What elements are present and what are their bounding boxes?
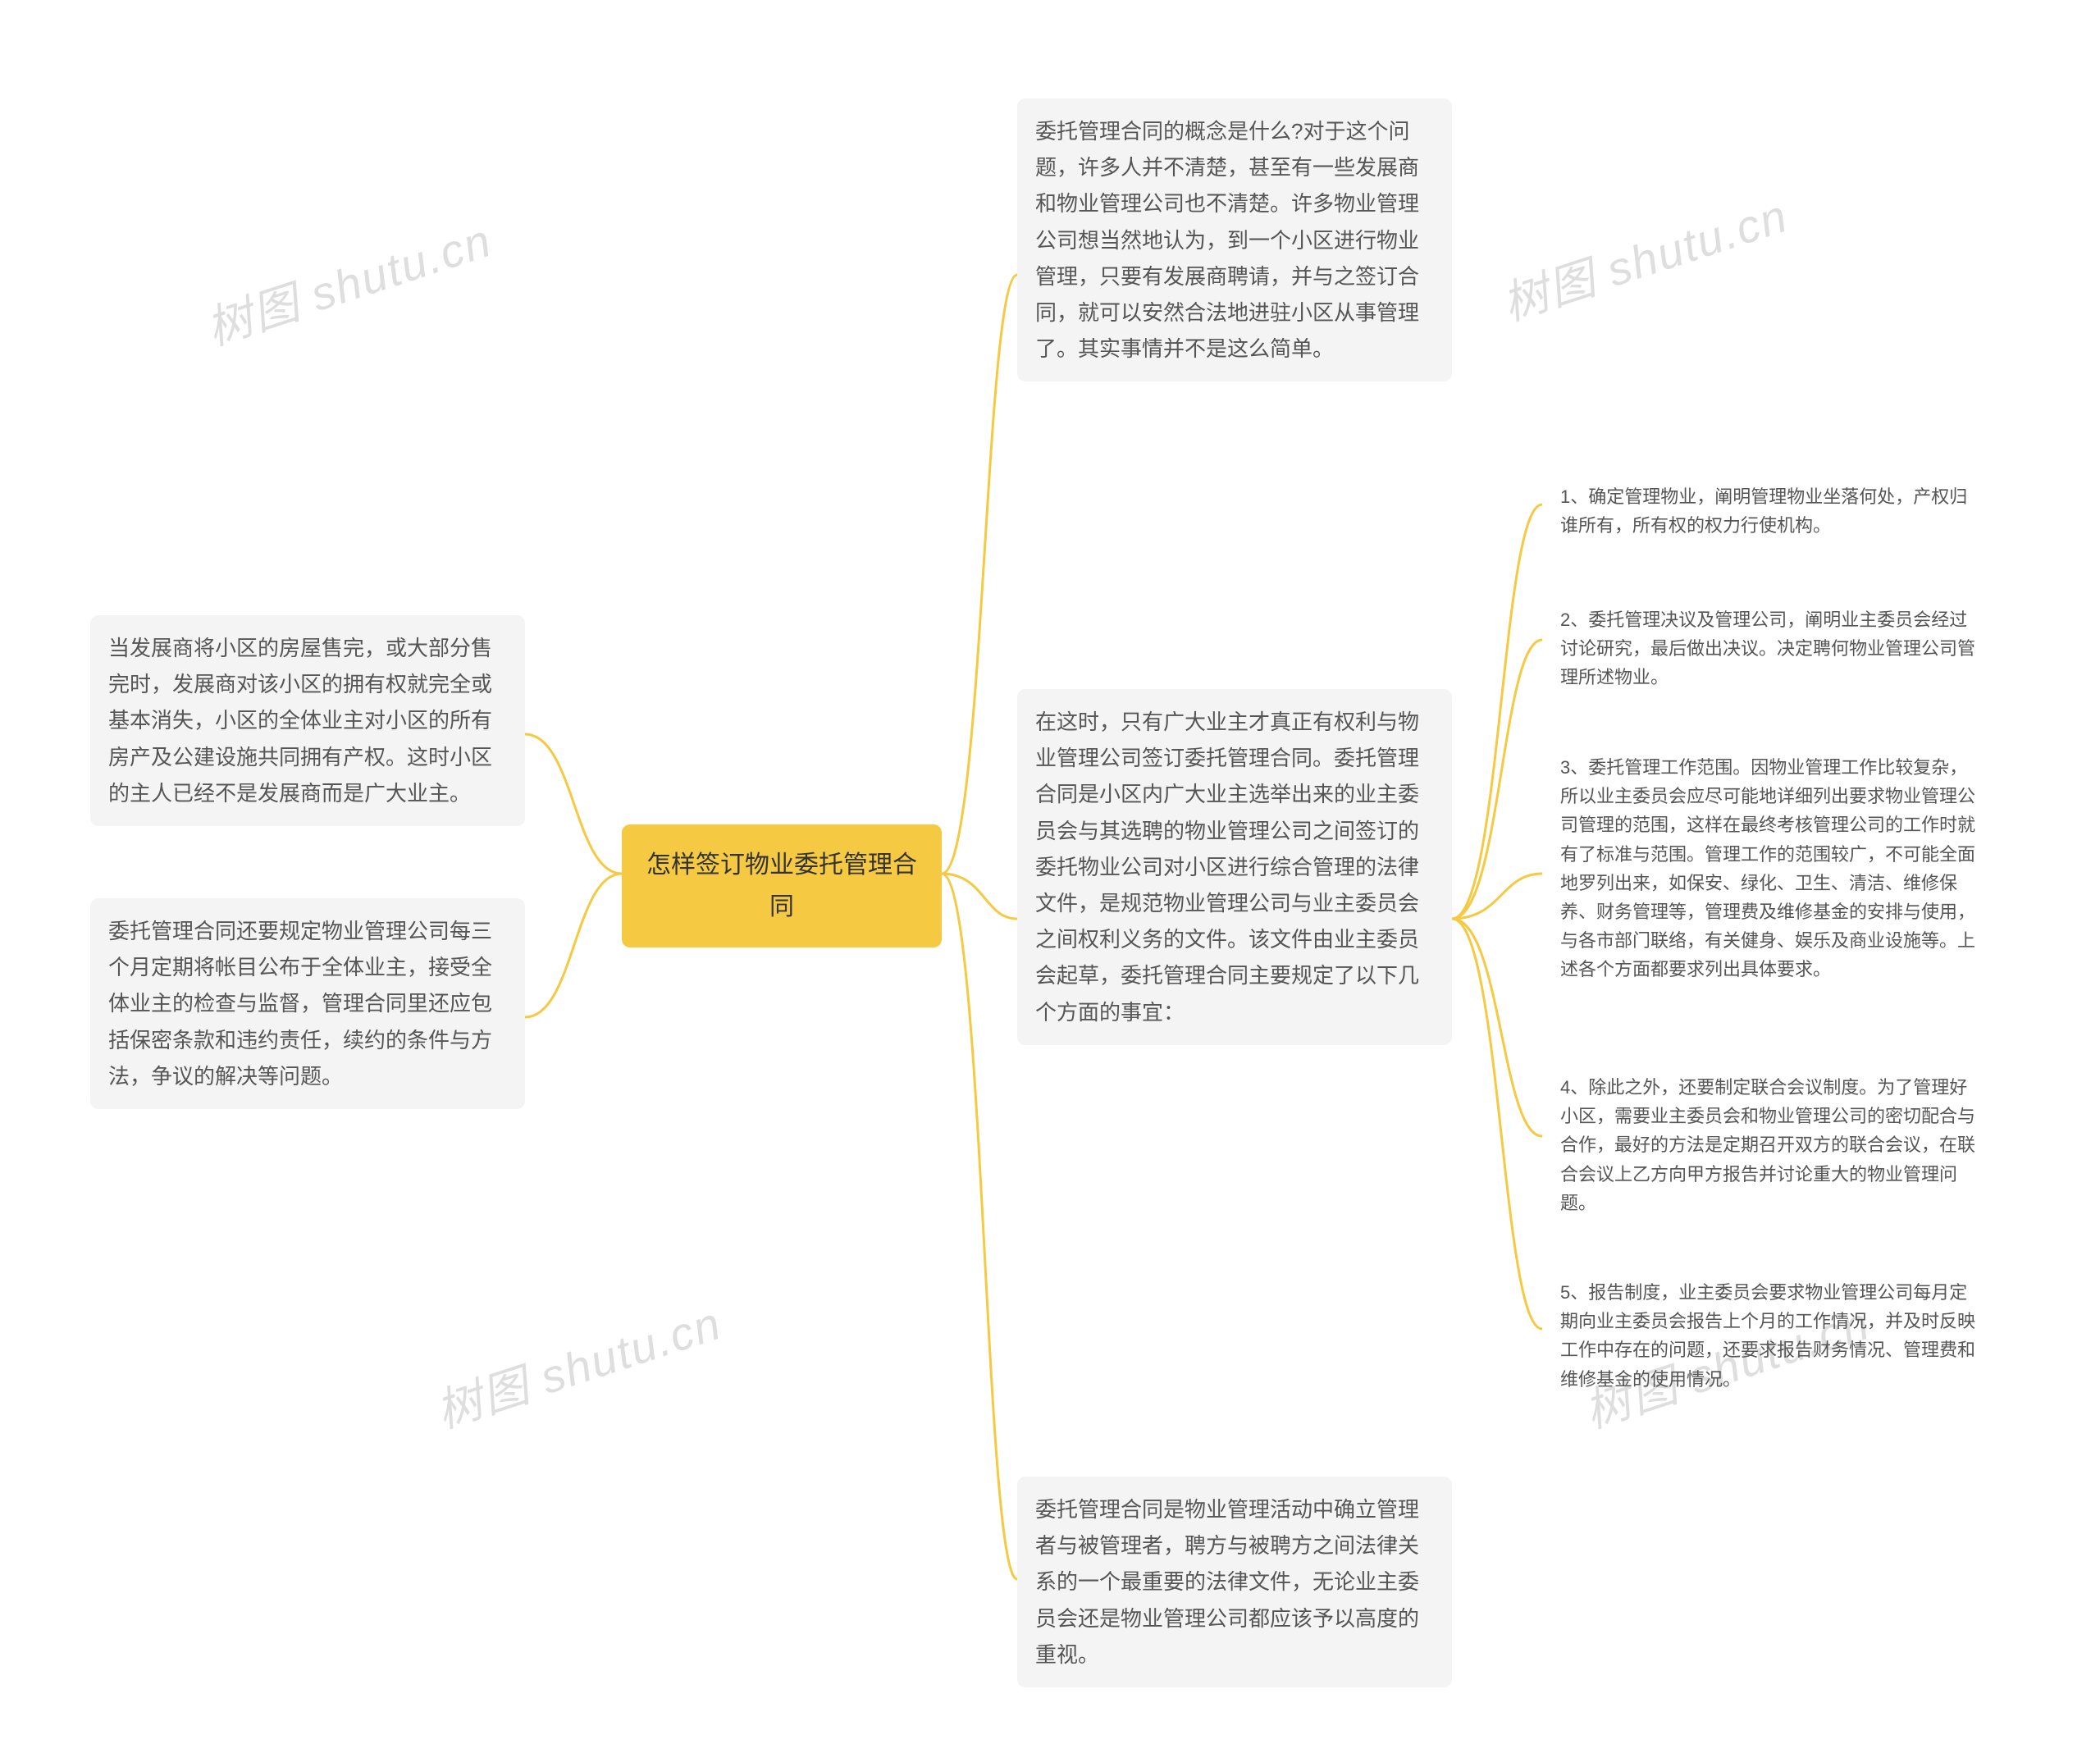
- leaf-text: 4、除此之外，还要制定联合会议制度。为了管理好小区，需要业主委员会和物业管理公司…: [1560, 1077, 1975, 1213]
- branch-text: 委托管理合同的概念是什么?对于这个问题，许多人并不清楚，甚至有一些发展商和物业管…: [1035, 119, 1419, 361]
- leaf-text: 5、报告制度，业主委员会要求物业管理公司每月定期向业主委员会报告上个月的工作情况…: [1560, 1282, 1975, 1390]
- branch-text: 在这时，只有广大业主才真正有权利与物业管理公司签订委托管理合同。委托管理合同是小…: [1035, 710, 1419, 1025]
- branch-text: 当发展商将小区的房屋售完，或大部分售完时，发展商对该小区的拥有权就完全或基本消失…: [108, 636, 492, 806]
- branch-text: 委托管理合同是物业管理活动中确立管理者与被管理者，聘方与被聘方之间法律关系的一个…: [1035, 1497, 1419, 1667]
- branch-left-1[interactable]: 当发展商将小区的房屋售完，或大部分售完时，发展商对该小区的拥有权就完全或基本消失…: [90, 615, 525, 826]
- branch-right-2[interactable]: 在这时，只有广大业主才真正有权利与物业管理公司签订委托管理合同。委托管理合同是小…: [1017, 689, 1452, 1045]
- leaf-r2-5[interactable]: 5、报告制度，业主委员会要求物业管理公司每月定期向业主委员会报告上个月的工作情况…: [1542, 1263, 2002, 1408]
- branch-text: 委托管理合同还要规定物业管理公司每三个月定期将帐目公布于全体业主，接受全体业主的…: [108, 919, 492, 1089]
- leaf-text: 1、确定管理物业，阐明管理物业坐落何处，产权归谁所有，所有权的权力行使机构。: [1560, 486, 1967, 536]
- leaf-r2-4[interactable]: 4、除此之外，还要制定联合会议制度。为了管理好小区，需要业主委员会和物业管理公司…: [1542, 1058, 2002, 1232]
- watermark: 树图 shutu.cn: [1493, 179, 1796, 334]
- leaf-r2-3[interactable]: 3、委托管理工作范围。因物业管理工作比较复杂，所以业主委员会应尽可能地详细列出要…: [1542, 738, 2002, 999]
- watermark: 树图 shutu.cn: [427, 1286, 729, 1441]
- mindmap-root[interactable]: 怎样签订物业委托管理合同: [622, 824, 942, 947]
- branch-right-1[interactable]: 委托管理合同的概念是什么?对于这个问题，许多人并不清楚，甚至有一些发展商和物业管…: [1017, 98, 1452, 381]
- leaf-text: 2、委托管理决议及管理公司，阐明业主委员会经过讨论研究，最后做出决议。决定聘何物…: [1560, 609, 1975, 687]
- watermark: 树图 shutu.cn: [197, 203, 500, 358]
- branch-left-2[interactable]: 委托管理合同还要规定物业管理公司每三个月定期将帐目公布于全体业主，接受全体业主的…: [90, 898, 525, 1109]
- leaf-r2-2[interactable]: 2、委托管理决议及管理公司，阐明业主委员会经过讨论研究，最后做出决议。决定聘何物…: [1542, 591, 2002, 707]
- leaf-r2-1[interactable]: 1、确定管理物业，阐明管理物业坐落何处，产权归谁所有，所有权的权力行使机构。: [1542, 468, 2002, 555]
- branch-right-3[interactable]: 委托管理合同是物业管理活动中确立管理者与被管理者，聘方与被聘方之间法律关系的一个…: [1017, 1477, 1452, 1687]
- root-text: 怎样签订物业委托管理合同: [646, 851, 917, 920]
- leaf-text: 3、委托管理工作范围。因物业管理工作比较复杂，所以业主委员会应尽可能地详细列出要…: [1560, 757, 1975, 979]
